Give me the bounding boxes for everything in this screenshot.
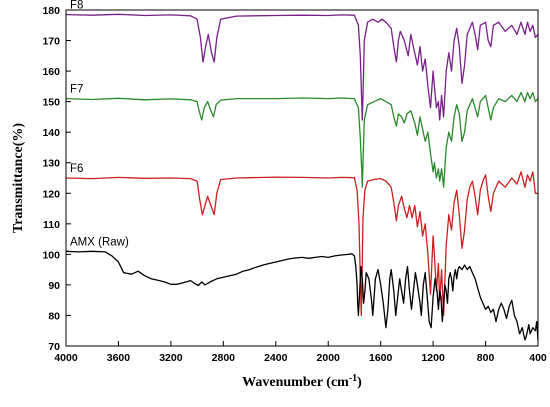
series-line-amx-raw bbox=[65, 250, 539, 341]
x-axis-title: Wavenumber (cm-1) bbox=[242, 373, 362, 391]
x-tick-label: 4000 bbox=[54, 352, 78, 364]
y-tick-label: 150 bbox=[42, 97, 60, 109]
y-tick-label: 100 bbox=[42, 249, 60, 261]
y-tick-label: 140 bbox=[42, 127, 60, 139]
series-labels: F8 F7 F6 AMX (Raw) bbox=[70, 0, 129, 248]
x-tick-label: 800 bbox=[477, 352, 495, 364]
x-tick-label: 2400 bbox=[264, 352, 288, 364]
series-line-f6 bbox=[65, 171, 538, 317]
y-tick-label: 70 bbox=[48, 341, 60, 353]
series-label-f8: F8 bbox=[70, 0, 83, 12]
x-tick-label: 2000 bbox=[317, 352, 341, 364]
x-tick-label: 3200 bbox=[159, 352, 183, 364]
y-tick-label: 180 bbox=[42, 5, 60, 17]
series-layer bbox=[65, 13, 539, 341]
series-label-f6: F6 bbox=[70, 163, 83, 175]
x-tick-label: 1600 bbox=[369, 352, 393, 364]
y-axis: 70 80 90 100 110 120 130 140 150 160 170 180 bbox=[42, 5, 71, 353]
series-line-f7 bbox=[65, 91, 539, 188]
y-tick-label: 90 bbox=[48, 280, 60, 292]
x-axis: 4000 3600 3200 2800 2400 2000 1600 1200 800 400 bbox=[54, 341, 547, 364]
x-tick-label: 3600 bbox=[107, 352, 131, 364]
x-tick-label: 2800 bbox=[212, 352, 236, 364]
series-label-amx-raw: AMX (Raw) bbox=[70, 236, 129, 248]
y-axis-title: Transmittance(%) bbox=[11, 123, 26, 233]
x-tick-label: 400 bbox=[529, 352, 547, 364]
series-label-f7: F7 bbox=[70, 84, 83, 96]
plot-frame bbox=[65, 9, 539, 347]
x-tick-label: 1200 bbox=[421, 352, 445, 364]
y-tick-label: 80 bbox=[48, 310, 60, 322]
y-tick-label: 170 bbox=[42, 36, 60, 48]
y-tick-label: 110 bbox=[43, 219, 60, 231]
y-tick-label: 130 bbox=[42, 158, 60, 170]
series-line-f8 bbox=[65, 13, 539, 121]
y-tick-label: 160 bbox=[42, 66, 60, 78]
y-tick-label: 120 bbox=[42, 188, 60, 200]
